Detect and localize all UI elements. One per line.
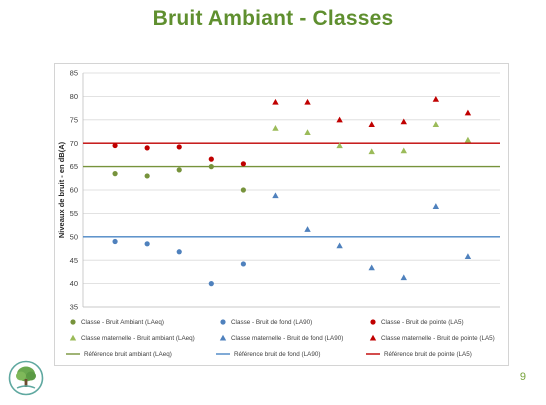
legend-label: Classe - Bruit Ambiant (LAeq) [81,319,164,326]
y-tick-label: 80 [70,92,78,101]
y-tick-label: 70 [70,139,78,148]
data-point [144,241,150,247]
legend-label: Classe maternelle - Bruit de pointe (LA5… [381,335,495,342]
data-point [112,238,118,245]
legend-label: Classe maternelle - Bruit ambiant (LAeq) [81,335,195,342]
legend-label: Classe - Bruit de fond (LA90) [231,319,312,326]
chart-frame: 35 40 45 50 55 60 65 70 75 80 85 Niveaux de bruit -… [54,63,509,366]
data-point [272,192,279,199]
data-point [304,98,311,105]
data-point [208,281,214,287]
data-point [432,121,440,128]
legend-marker [370,319,376,325]
data-point [336,116,343,123]
slide-title: Bruit Ambiant - Classes [152,7,394,30]
data-point [400,274,407,281]
data-point [368,264,375,271]
data-point [240,161,246,167]
data-point [336,242,343,249]
data-point [112,142,118,149]
data-point [304,129,311,135]
tree-logo-icon [8,360,44,396]
legend-label: Référence bruit de fond (LA90) [234,351,320,358]
noise-level-chart: 35 40 45 50 55 60 65 70 75 80 85 Niveaux de bruit -… [57,69,500,358]
y-axis-label: Niveaux de bruit - en dB(A) [57,141,66,238]
y-tick-label: 35 [70,303,78,312]
y-tick-label: 85 [70,69,78,78]
data-point [208,156,214,162]
data-point [368,148,375,155]
data-point [208,164,214,170]
data-point [336,142,343,149]
data-point [176,144,182,150]
data-point [464,109,472,116]
data-point [368,121,375,128]
legend-marker [69,334,77,341]
legend-label: Classe - Bruit de pointe (LA5) [381,319,464,326]
y-tick-label: 75 [70,115,78,124]
data-point [400,118,407,125]
data-point [464,253,472,260]
data-point [176,249,182,255]
y-tick-label: 65 [70,162,78,171]
data-point [112,171,118,177]
y-tick-label: 55 [70,209,78,218]
data-point [272,125,279,131]
legend-marker [220,319,226,325]
legend-marker [369,334,377,341]
page-number: 9 [519,371,526,383]
y-tick-label: 60 [70,186,78,195]
data-point [144,173,150,179]
legend-marker [70,319,76,325]
data-point [272,98,279,105]
data-point [432,96,440,102]
y-tick-label: 50 [70,232,78,241]
data-point [400,147,407,154]
y-tick-label: 40 [70,279,78,288]
data-point [240,261,246,267]
data-point [144,145,150,151]
data-point [240,187,246,193]
legend-label: Référence bruit ambiant (LAeq) [84,351,172,358]
data-point [432,203,440,209]
data-point [304,226,311,232]
data-point [464,136,472,143]
legend-marker [219,334,227,341]
legend-label: Classe maternelle - Bruit de fond (LA90) [231,335,343,342]
legend-label: Référence bruit de pointe (LA5) [384,351,472,358]
y-tick-label: 45 [70,256,78,265]
data-point [176,167,182,173]
